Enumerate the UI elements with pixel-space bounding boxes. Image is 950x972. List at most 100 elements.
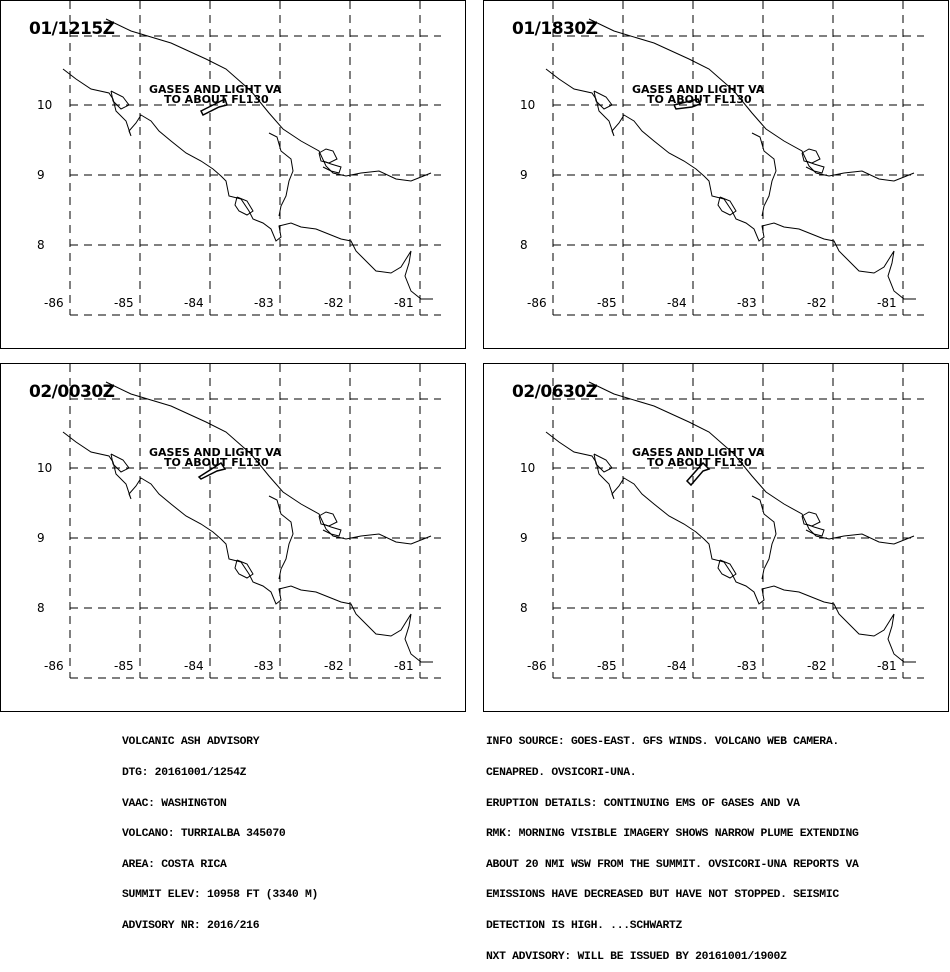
lat-tick-label: 8 (37, 238, 45, 252)
map-panel-3: 10 9 8 -86 -85 -84 -83 -82 -81 GASES AND LIGHT VA… (0, 363, 466, 712)
coastline-inlet (234, 559, 254, 579)
plume-label-line1: GASES AND LIGHT VA (632, 83, 765, 96)
coastline (62, 68, 433, 300)
coastline-inlet (110, 90, 130, 110)
map-canvas: 10 9 8 -86 -85 -84 -83 -82 -81 GASES AND LIGHT VA… (520, 1, 924, 316)
coastline-inlet (801, 148, 821, 164)
coastline (105, 18, 432, 182)
panel-title: 02/0030Z (29, 382, 115, 402)
advisory-line: INFO SOURCE: GOES-EAST. GFS WINDS. VOLCA… (486, 736, 839, 749)
lon-tick-label: -83 (737, 659, 757, 673)
lat-tick-label: 8 (37, 601, 45, 615)
lat-tick-label: 10 (37, 98, 52, 112)
plume-label-line2: TO ABOUT FL130 (647, 93, 752, 106)
lon-tick-label: -84 (184, 659, 204, 673)
lat-tick-label: 10 (37, 461, 52, 475)
coastline (588, 18, 915, 182)
plume-label-line2: TO ABOUT FL130 (164, 93, 269, 106)
lon-tick-label: -85 (597, 296, 617, 310)
lon-tick-label: -86 (527, 659, 547, 673)
advisory-header-block: VOLCANIC ASH ADVISORY DTG: 20161001/1254… (122, 717, 318, 941)
advisory-line: ERUPTION DETAILS: CONTINUING EMS OF GASE… (486, 797, 800, 810)
coastline (105, 381, 432, 545)
coastline (588, 381, 915, 545)
advisory-line: CENAPRED. OVSICORI-UNA. (486, 767, 637, 779)
map-panel-1: 10 9 8 -86 -85 -84 -83 -82 -81 GASES AND LIGHT VA… (0, 0, 466, 349)
lon-tick-label: -81 (394, 296, 414, 310)
map-panel-2: 10 9 8 -86 -85 -84 -83 -82 -81 GASES AND LIGHT VA… (483, 0, 949, 349)
country-border (751, 495, 777, 580)
plume-label-line1: GASES AND LIGHT VA (149, 83, 282, 96)
lon-tick-label: -85 (114, 659, 134, 673)
lon-tick-label: -85 (597, 659, 617, 673)
lon-tick-label: -86 (527, 296, 547, 310)
ash-plume-outline (672, 98, 701, 110)
lat-tick-label: 9 (37, 168, 45, 182)
lon-tick-label: -85 (114, 296, 134, 310)
lon-tick-label: -81 (877, 296, 897, 310)
lat-tick-label: 9 (520, 168, 528, 182)
lat-tick-label: 10 (520, 98, 535, 112)
coastline-inlet (110, 453, 130, 473)
lon-tick-label: -83 (254, 296, 274, 310)
lon-tick-label: -82 (324, 296, 344, 310)
coastline (62, 431, 433, 663)
lon-tick-label: -81 (877, 659, 897, 673)
lat-tick-label: 8 (520, 238, 528, 252)
panel-title: 01/1830Z (512, 19, 598, 39)
coastline-inlet (322, 160, 342, 174)
plume-label-line1: GASES AND LIGHT VA (149, 446, 282, 459)
ash-plume-outline (199, 97, 228, 117)
coastline (545, 431, 916, 663)
lon-tick-label: -84 (667, 659, 687, 673)
coastline (545, 68, 916, 300)
advisory-line: EMISSIONS HAVE DECREASED BUT HAVE NOT ST… (486, 889, 839, 902)
coastline-inlet (801, 511, 821, 527)
coastline-inlet (805, 523, 825, 537)
advisory-line: VOLCANO: TURRIALBA 345070 (122, 828, 286, 841)
coastline-inlet (318, 511, 338, 527)
advisory-line: VAAC: WASHINGTON (122, 797, 227, 810)
panel-title: 02/0630Z (512, 382, 598, 402)
lon-tick-label: -81 (394, 659, 414, 673)
lon-tick-label: -82 (807, 296, 827, 310)
plume-label-line1: GASES AND LIGHT VA (632, 446, 765, 459)
lon-tick-label: -86 (44, 296, 64, 310)
country-border (751, 132, 777, 217)
coastline-inlet (234, 196, 254, 216)
ash-plume-outline (197, 461, 227, 480)
advisory-remarks-block: INFO SOURCE: GOES-EAST. GFS WINDS. VOLCA… (486, 717, 859, 972)
map-canvas: 10 9 8 -86 -85 -84 -83 -82 -81 GASES AND LIGHT VA… (37, 364, 441, 679)
map-canvas: 10 9 8 -86 -85 -84 -83 -82 -81 GASES AND LIGHT VA… (520, 364, 924, 679)
plume-label-line2: TO ABOUT FL130 (647, 456, 752, 469)
lon-tick-label: -83 (737, 296, 757, 310)
advisory-line: SUMMIT ELEV: 10958 FT (3340 M) (122, 889, 319, 902)
ash-plume-outline (685, 461, 711, 487)
lat-tick-label: 9 (37, 531, 45, 545)
lon-tick-label: -82 (324, 659, 344, 673)
coastline-inlet (593, 90, 613, 110)
lat-tick-label: 9 (520, 531, 528, 545)
map-panel-4: 10 9 8 -86 -85 -84 -83 -82 -81 GASES AND LIGHT VA… (483, 363, 949, 712)
lon-tick-label: -86 (44, 659, 64, 673)
advisory-line: DETECTION IS HIGH. ...SCHWARTZ (486, 919, 683, 932)
advisory-line: NXT ADVISORY: WILL BE ISSUED BY 20161001… (486, 950, 787, 963)
advisory-line: AREA: COSTA RICA (122, 858, 227, 871)
lat-tick-label: 8 (520, 601, 528, 615)
lon-tick-label: -82 (807, 659, 827, 673)
advisory-line: RMK: MORNING VISIBLE IMAGERY SHOWS NARRO… (486, 828, 859, 841)
coastline-inlet (318, 148, 338, 164)
coastline-inlet (717, 559, 737, 579)
map-canvas: 10 9 8 -86 -85 -84 -83 -82 -81 GASES AND LIGHT VA… (37, 1, 441, 316)
plume-label-line2: TO ABOUT FL130 (164, 456, 269, 469)
lon-tick-label: -84 (184, 296, 204, 310)
panel-title: 01/1215Z (29, 19, 115, 39)
lon-tick-label: -83 (254, 659, 274, 673)
lat-tick-label: 10 (520, 461, 535, 475)
coastline-inlet (717, 196, 737, 216)
country-border (268, 495, 294, 580)
country-border (268, 132, 294, 217)
advisory-line: ADVISORY NR: 2016/216 (122, 919, 260, 932)
coastline-inlet (322, 523, 342, 537)
advisory-line: ABOUT 20 NMI WSW FROM THE SUMMIT. OVSICO… (486, 858, 859, 871)
